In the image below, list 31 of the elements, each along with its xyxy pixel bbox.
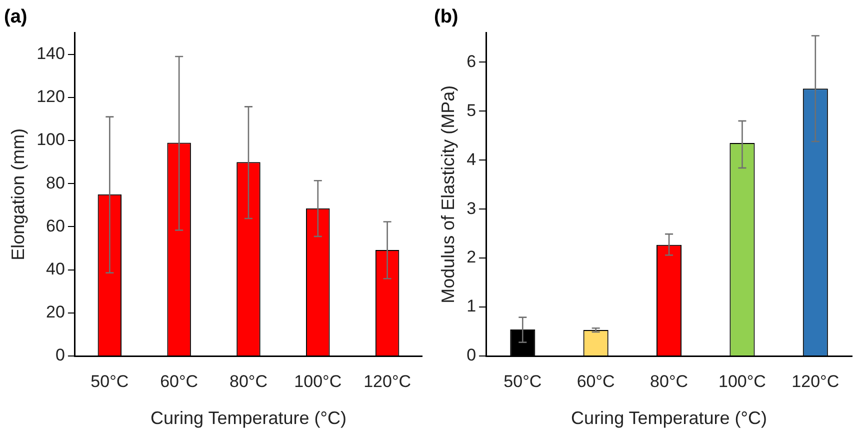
y-axis-title: Modulus of Elasticity (MPa)	[438, 85, 458, 304]
x-axis-title: Curing Temperature (°C)	[571, 408, 767, 428]
x-tick-label: 120°C	[792, 372, 840, 391]
x-tick-label: 60°C	[160, 372, 198, 391]
y-tick-label: 80	[46, 173, 65, 192]
y-tick-label: 100	[36, 130, 65, 150]
y-axis-title: Elongation (mm)	[8, 128, 28, 260]
x-axis-title: Curing Temperature (°C)	[150, 408, 346, 428]
x-tick-label: 120°C	[364, 372, 412, 391]
y-tick-label: 3	[466, 198, 476, 218]
y-tick-label: 6	[466, 52, 476, 71]
x-tick-label: 100°C	[718, 372, 766, 391]
x-tick-label: 60°C	[576, 372, 615, 391]
y-tick-label: 5	[466, 100, 476, 120]
y-tick-label: 20	[46, 302, 65, 322]
x-tick-label: 50°C	[90, 372, 129, 391]
x-tick-label: 100°C	[294, 372, 342, 391]
y-tick-label: 40	[46, 260, 65, 278]
x-tick-label: 80°C	[229, 372, 268, 391]
y-tick-label: 60	[46, 216, 65, 236]
y-tick-label: 120	[36, 87, 65, 106]
x-tick-label: 80°C	[650, 372, 688, 391]
y-tick-label: 2	[466, 248, 476, 267]
y-tick-label: 4	[466, 150, 476, 169]
y-tick-label: 0	[466, 346, 476, 365]
y-tick-label: 140	[36, 44, 65, 64]
chart-title: (b)	[434, 6, 458, 28]
chart-title: (a)	[4, 6, 28, 28]
y-tick-label: 0	[55, 346, 65, 365]
y-tick-label: 1	[466, 296, 476, 316]
x-tick-label: 50°C	[504, 372, 542, 391]
